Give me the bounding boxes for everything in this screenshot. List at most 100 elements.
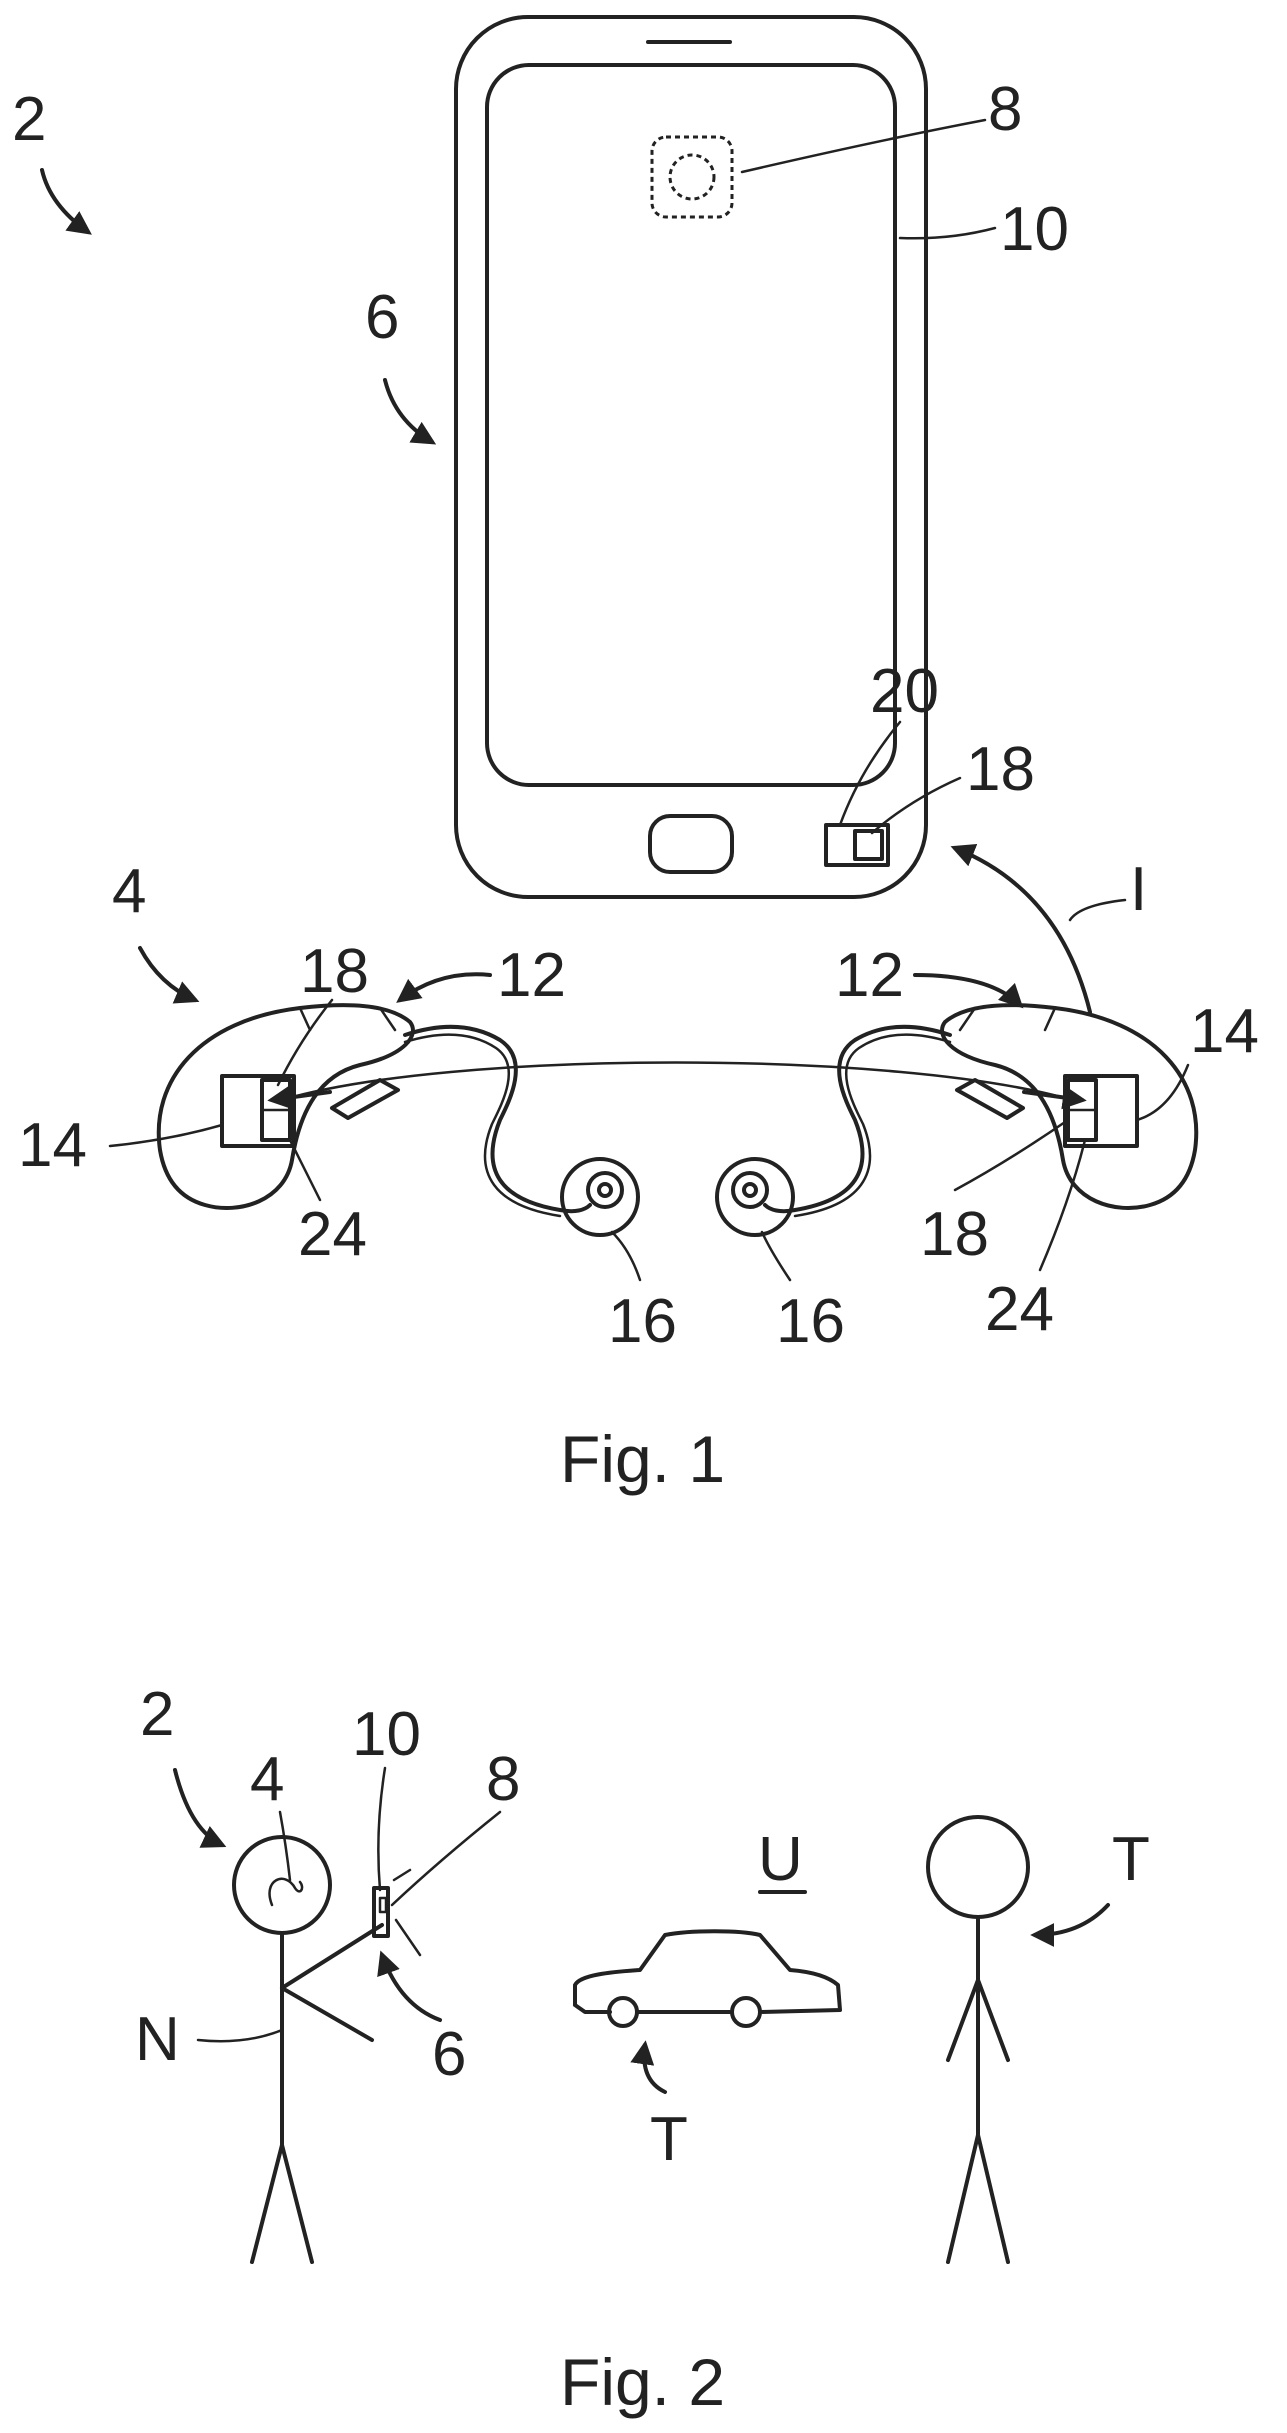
right-aid-mark-a xyxy=(1045,1008,1055,1030)
label-fig2-system-2: 2 xyxy=(140,1680,174,1749)
car-wheel-front xyxy=(609,1998,637,2026)
fig1-caption: Fig. 1 xyxy=(560,1422,725,1496)
leader-left-16 xyxy=(612,1232,640,1280)
car-wheel-rear xyxy=(732,1998,760,2026)
label-unit-20: 20 xyxy=(870,657,939,726)
label-fig2-hearing-aid-4: 4 xyxy=(250,1745,284,1814)
label-unit-18-phone: 18 xyxy=(966,735,1035,804)
left-hearing-aid xyxy=(159,1005,638,1235)
left-aid-tube-inner xyxy=(405,1035,560,1216)
left-aid-housing xyxy=(159,1005,413,1208)
left-aid-tube xyxy=(405,1027,590,1211)
leader-interface xyxy=(1070,900,1125,920)
camera-lens xyxy=(670,155,714,199)
leader-left-24 xyxy=(290,1140,320,1200)
binaural-link xyxy=(282,1063,1072,1101)
label-interface-I: I xyxy=(1130,855,1147,924)
leader-housing xyxy=(900,228,995,238)
leader-right-18 xyxy=(955,1120,1068,1190)
car-target xyxy=(575,1931,840,2026)
leader-right-16 xyxy=(762,1232,790,1280)
leader-arrow-right-12 xyxy=(915,975,1020,1005)
person-arm-left xyxy=(948,1980,978,2060)
leader-arrow-hearing-system xyxy=(140,948,195,1000)
camera-outline xyxy=(652,137,732,217)
leader-user-N xyxy=(198,2030,282,2041)
label-fig2-housing-10: 10 xyxy=(352,1700,421,1769)
label-right-12: 12 xyxy=(835,941,904,1010)
person-head xyxy=(928,1817,1028,1917)
fig2-caption: Fig. 2 xyxy=(560,2345,725,2419)
leader-arrow-fig2-phone xyxy=(382,1955,440,2020)
camera-ray-a xyxy=(394,1870,410,1880)
person-arm-right xyxy=(978,1980,1008,2060)
fig1: 2 6 8 10 20 18 I 4 xyxy=(12,17,1259,1496)
label-left-12: 12 xyxy=(497,941,566,1010)
label-system-2: 2 xyxy=(12,85,46,154)
user-arm-upper xyxy=(282,1925,382,1988)
user-hearing-aid-icon xyxy=(270,1879,303,1905)
link-arrow-left xyxy=(272,1092,330,1100)
left-earpiece-ring xyxy=(588,1173,622,1207)
link-arrow-right xyxy=(1024,1092,1082,1100)
label-phone-6: 6 xyxy=(365,283,399,352)
smartphone xyxy=(456,17,926,897)
leader-arrow-fig2-system xyxy=(175,1770,222,1845)
leader-left-14 xyxy=(110,1125,222,1146)
right-earpiece-hole xyxy=(744,1184,756,1196)
user-head xyxy=(234,1837,330,1933)
leader-arrow-target-person xyxy=(1035,1905,1108,1935)
user-arm-lower xyxy=(282,1988,372,2040)
left-aid-mark-a xyxy=(300,1008,310,1030)
person-leg-right xyxy=(978,2135,1008,2262)
label-left-18: 18 xyxy=(300,937,369,1006)
leader-fig2-camera xyxy=(392,1812,500,1905)
label-fig2-phone-6: 6 xyxy=(432,2020,466,2089)
label-hearing-system-4: 4 xyxy=(112,857,146,926)
home-button xyxy=(650,816,732,872)
label-right-24: 24 xyxy=(985,1275,1054,1344)
person-target xyxy=(928,1817,1028,2262)
label-fig2-camera-8: 8 xyxy=(486,1745,520,1814)
label-left-14: 14 xyxy=(18,1111,87,1180)
user-leg-left xyxy=(252,2145,282,2262)
leader-arrow-left-12 xyxy=(400,974,490,1000)
label-left-24: 24 xyxy=(298,1200,367,1269)
person-leg-left xyxy=(948,2135,978,2262)
leader-camera xyxy=(742,120,985,172)
right-earpiece-ring xyxy=(733,1173,767,1207)
leader-left-18 xyxy=(278,1000,332,1085)
unit-18-box-phone xyxy=(855,831,882,859)
phone-body xyxy=(456,17,926,897)
right-earpiece-16 xyxy=(717,1159,793,1235)
fig2: 2 4 10 8 N 6 U xyxy=(135,1680,1150,2419)
leader-fig2-hearing-aid xyxy=(280,1812,290,1880)
left-earpiece-16 xyxy=(562,1159,638,1235)
user-figure xyxy=(234,1837,420,2262)
leader-arrow-target-car xyxy=(644,2045,665,2092)
label-left-16: 16 xyxy=(608,1287,677,1356)
left-earpiece-hole xyxy=(599,1184,611,1196)
label-user-N: N xyxy=(135,2005,180,2074)
leader-arrow-phone xyxy=(385,380,432,442)
phone-screen xyxy=(487,65,895,785)
camera-ray-b xyxy=(396,1920,420,1955)
label-right-14: 14 xyxy=(1190,997,1259,1066)
label-right-16: 16 xyxy=(776,1287,845,1356)
user-phone-camera xyxy=(380,1898,386,1912)
label-target-person-T: T xyxy=(1112,1825,1150,1894)
label-housing-10: 10 xyxy=(1000,195,1069,264)
leader-arrow-system xyxy=(42,170,88,232)
label-right-18: 18 xyxy=(920,1200,989,1269)
label-camera-8: 8 xyxy=(988,75,1022,144)
user-leg-right xyxy=(282,2145,312,2262)
right-aid-tube-inner xyxy=(795,1035,950,1216)
interface-arrow xyxy=(955,848,1090,1012)
label-environment-U: U xyxy=(758,1825,803,1894)
label-target-car-T: T xyxy=(650,2105,688,2174)
leader-fig2-housing xyxy=(378,1768,385,1890)
right-aid-tube xyxy=(765,1027,950,1211)
leader-unit-20 xyxy=(840,722,900,825)
